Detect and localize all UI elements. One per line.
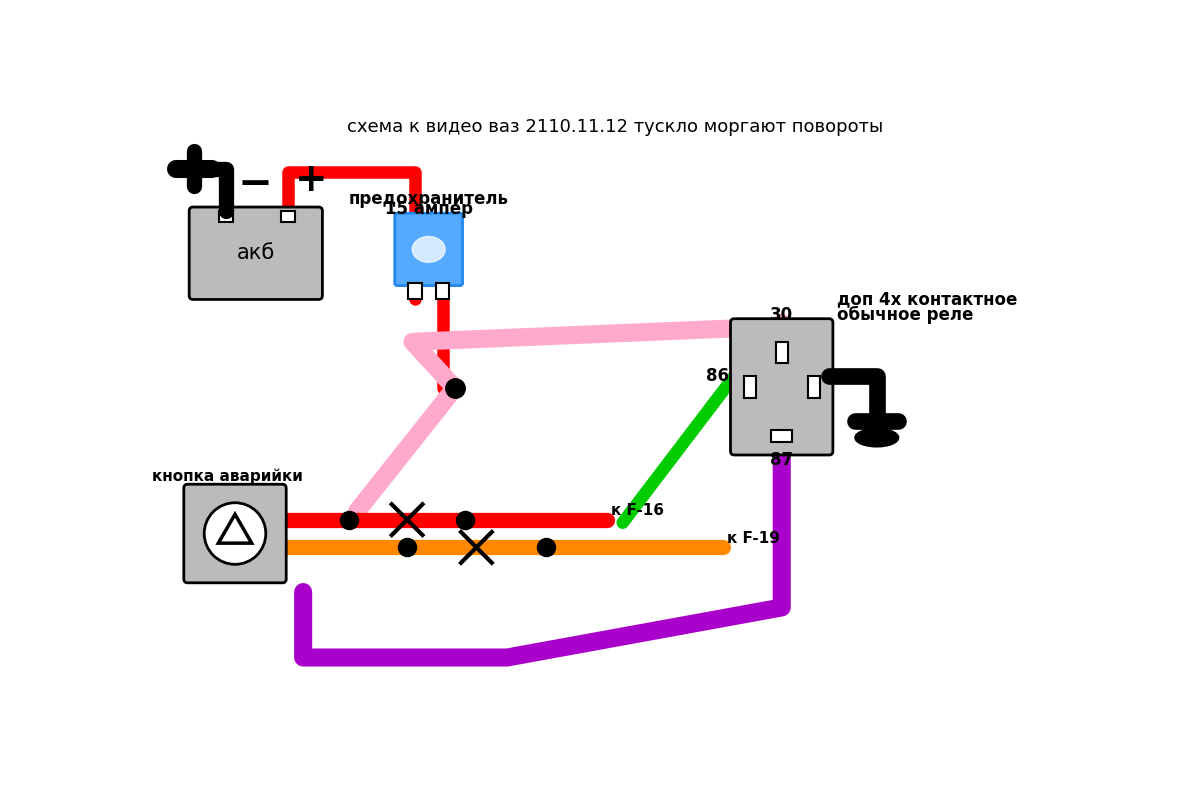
Bar [436, 283, 450, 299]
Text: 30: 30 [770, 306, 793, 324]
Text: схема к видео ваз 2110.11.12 тускло моргают повороты: схема к видео ваз 2110.11.12 тускло морг… [347, 118, 883, 137]
Text: к F-19: к F-19 [727, 530, 780, 545]
Bar [775, 342, 788, 363]
Text: акб: акб [236, 243, 275, 263]
Text: к F-16: к F-16 [611, 503, 664, 518]
FancyBboxPatch shape [184, 484, 287, 583]
Bar [281, 211, 295, 222]
Bar [408, 283, 421, 299]
FancyBboxPatch shape [395, 213, 462, 285]
Bar [220, 211, 233, 222]
Ellipse shape [413, 237, 445, 262]
FancyBboxPatch shape [731, 319, 833, 455]
Text: 87: 87 [770, 452, 793, 469]
Bar [744, 376, 756, 398]
Text: −: − [238, 163, 272, 205]
FancyBboxPatch shape [190, 207, 323, 300]
Text: обычное реле: обычное реле [836, 306, 973, 324]
Text: доп 4х контактное: доп 4х контактное [836, 290, 1018, 308]
Text: предохранитель: предохранитель [349, 189, 509, 207]
Ellipse shape [856, 429, 898, 446]
Text: кнопка аварийки: кнопка аварийки [152, 469, 302, 484]
Text: 15 ампер: 15 ампер [385, 200, 473, 219]
Text: +: + [294, 161, 328, 199]
Circle shape [204, 502, 266, 564]
Text: 86: 86 [706, 367, 728, 385]
Bar [808, 376, 820, 398]
Bar [770, 429, 792, 442]
